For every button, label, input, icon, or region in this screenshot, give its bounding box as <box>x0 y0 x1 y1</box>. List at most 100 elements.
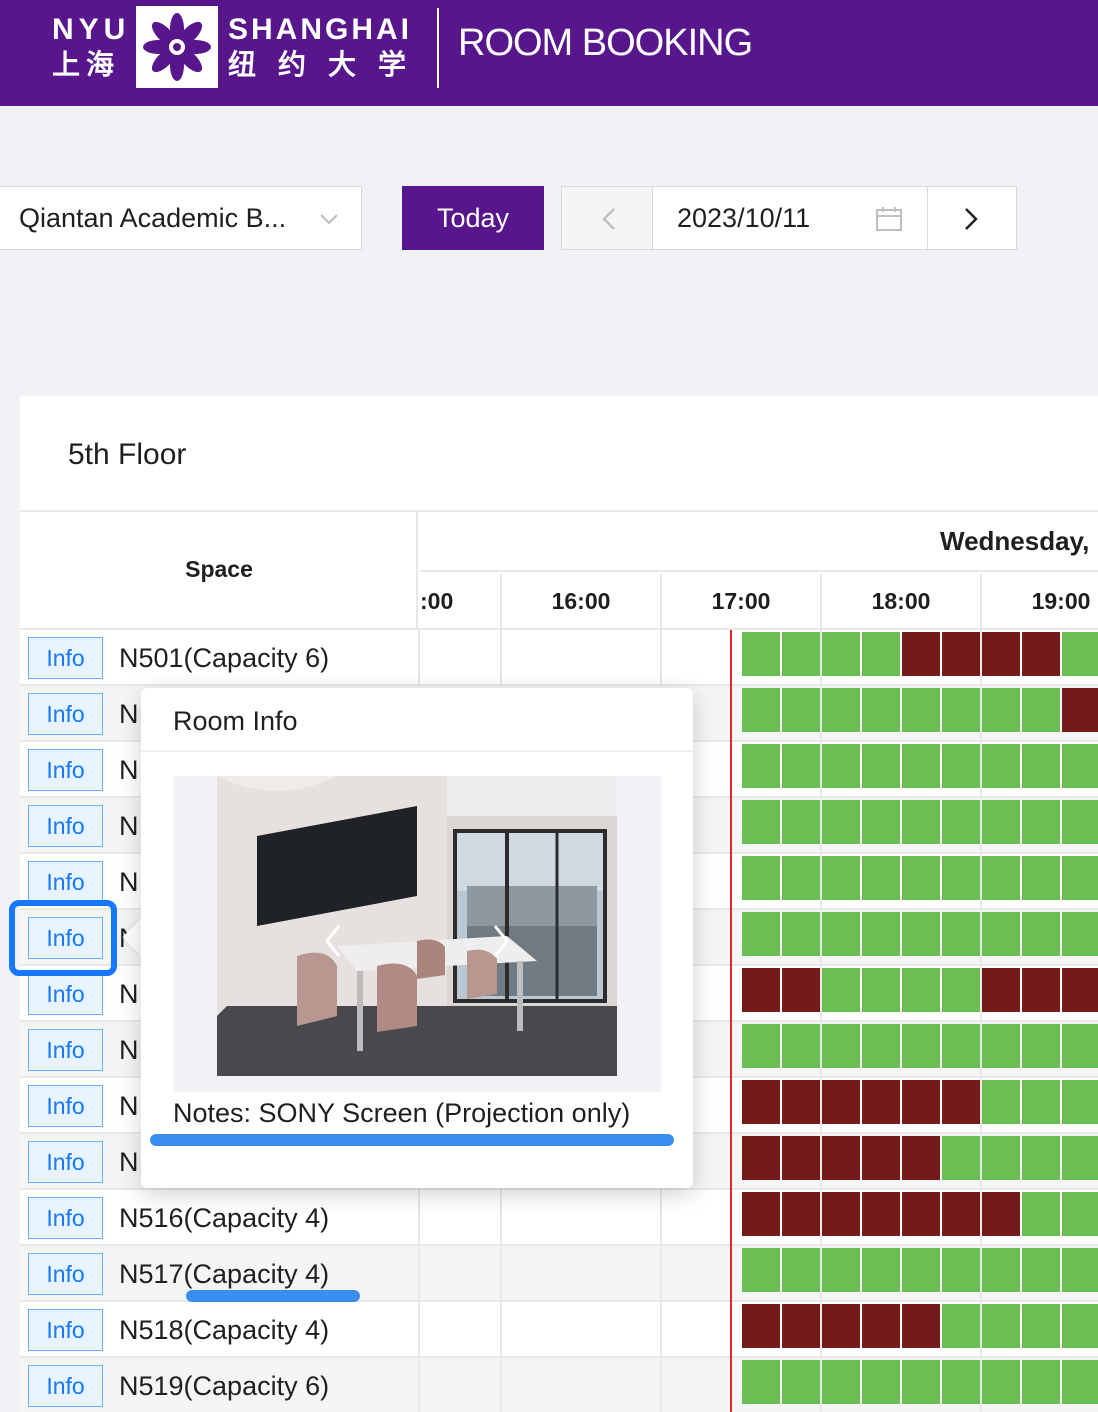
available-slot[interactable] <box>862 856 900 900</box>
booked-slot[interactable] <box>902 1192 940 1236</box>
available-slot[interactable] <box>782 856 820 900</box>
available-slot[interactable] <box>862 1248 900 1292</box>
booked-slot[interactable] <box>782 968 820 1012</box>
date-picker[interactable]: 2023/10/11 <box>652 186 928 250</box>
available-slot[interactable] <box>982 800 1020 844</box>
available-slot[interactable] <box>942 744 980 788</box>
info-button[interactable]: Info <box>28 749 103 791</box>
available-slot[interactable] <box>822 744 860 788</box>
available-slot[interactable] <box>782 912 820 956</box>
available-slot[interactable] <box>982 1024 1020 1068</box>
available-slot[interactable] <box>902 1248 940 1292</box>
booked-slot[interactable] <box>982 968 1020 1012</box>
booked-slot[interactable] <box>862 1136 900 1180</box>
info-button[interactable]: Info <box>28 1029 103 1071</box>
nyu-torch-logo-icon[interactable] <box>136 6 218 88</box>
booked-slot[interactable] <box>742 1192 780 1236</box>
available-slot[interactable] <box>1022 800 1060 844</box>
booked-slot[interactable] <box>862 1304 900 1348</box>
available-slot[interactable] <box>942 856 980 900</box>
booked-slot[interactable] <box>942 1080 980 1124</box>
available-slot[interactable] <box>982 1360 1020 1404</box>
available-slot[interactable] <box>902 912 940 956</box>
booked-slot[interactable] <box>822 1080 860 1124</box>
available-slot[interactable] <box>742 1024 780 1068</box>
booked-slot[interactable] <box>742 968 780 1012</box>
available-slot[interactable] <box>1062 1136 1098 1180</box>
available-slot[interactable] <box>1022 1360 1060 1404</box>
available-slot[interactable] <box>782 1248 820 1292</box>
booked-slot[interactable] <box>822 1136 860 1180</box>
booked-slot[interactable] <box>782 1080 820 1124</box>
available-slot[interactable] <box>982 856 1020 900</box>
available-slot[interactable] <box>1062 1304 1098 1348</box>
available-slot[interactable] <box>902 744 940 788</box>
info-button[interactable]: Info <box>28 1085 103 1127</box>
available-slot[interactable] <box>742 744 780 788</box>
available-slot[interactable] <box>862 632 900 676</box>
info-button[interactable]: Info <box>28 861 103 903</box>
available-slot[interactable] <box>742 856 780 900</box>
available-slot[interactable] <box>1022 856 1060 900</box>
available-slot[interactable] <box>1022 688 1060 732</box>
today-button[interactable]: Today <box>402 186 544 250</box>
available-slot[interactable] <box>982 744 1020 788</box>
available-slot[interactable] <box>942 1248 980 1292</box>
available-slot[interactable] <box>862 1024 900 1068</box>
info-button[interactable]: Info <box>28 637 103 679</box>
available-slot[interactable] <box>742 632 780 676</box>
available-slot[interactable] <box>902 688 940 732</box>
available-slot[interactable] <box>822 968 860 1012</box>
available-slot[interactable] <box>1022 744 1060 788</box>
available-slot[interactable] <box>982 1248 1020 1292</box>
available-slot[interactable] <box>822 1360 860 1404</box>
available-slot[interactable] <box>822 856 860 900</box>
info-button[interactable]: Info <box>28 1253 103 1295</box>
available-slot[interactable] <box>1062 1248 1098 1292</box>
available-slot[interactable] <box>1062 1192 1098 1236</box>
booked-slot[interactable] <box>862 1192 900 1236</box>
previous-day-button[interactable] <box>561 186 653 250</box>
available-slot[interactable] <box>902 1024 940 1068</box>
available-slot[interactable] <box>902 856 940 900</box>
available-slot[interactable] <box>782 800 820 844</box>
available-slot[interactable] <box>902 968 940 1012</box>
available-slot[interactable] <box>942 688 980 732</box>
booked-slot[interactable] <box>822 1304 860 1348</box>
booked-slot[interactable] <box>942 1192 980 1236</box>
available-slot[interactable] <box>1022 1024 1060 1068</box>
available-slot[interactable] <box>1062 1080 1098 1124</box>
booked-slot[interactable] <box>942 632 980 676</box>
available-slot[interactable] <box>1022 1080 1060 1124</box>
booked-slot[interactable] <box>822 1192 860 1236</box>
available-slot[interactable] <box>1022 1192 1060 1236</box>
info-button[interactable]: Info <box>28 973 103 1015</box>
info-button[interactable]: Info <box>28 1365 103 1407</box>
booked-slot[interactable] <box>1062 968 1098 1012</box>
booked-slot[interactable] <box>1022 968 1060 1012</box>
booked-slot[interactable] <box>862 1080 900 1124</box>
booked-slot[interactable] <box>782 1192 820 1236</box>
available-slot[interactable] <box>1062 744 1098 788</box>
available-slot[interactable] <box>822 912 860 956</box>
booked-slot[interactable] <box>902 1080 940 1124</box>
available-slot[interactable] <box>862 744 900 788</box>
available-slot[interactable] <box>862 1360 900 1404</box>
available-slot[interactable] <box>902 800 940 844</box>
available-slot[interactable] <box>982 688 1020 732</box>
available-slot[interactable] <box>782 1024 820 1068</box>
available-slot[interactable] <box>822 632 860 676</box>
available-slot[interactable] <box>942 1024 980 1068</box>
available-slot[interactable] <box>1062 1360 1098 1404</box>
booked-slot[interactable] <box>902 1304 940 1348</box>
booked-slot[interactable] <box>782 1304 820 1348</box>
available-slot[interactable] <box>822 800 860 844</box>
available-slot[interactable] <box>822 1248 860 1292</box>
booked-slot[interactable] <box>982 632 1020 676</box>
available-slot[interactable] <box>742 912 780 956</box>
info-button[interactable]: Info <box>28 917 103 959</box>
building-select[interactable]: Qiantan Academic B... <box>0 186 362 250</box>
available-slot[interactable] <box>742 1360 780 1404</box>
available-slot[interactable] <box>782 688 820 732</box>
available-slot[interactable] <box>822 688 860 732</box>
